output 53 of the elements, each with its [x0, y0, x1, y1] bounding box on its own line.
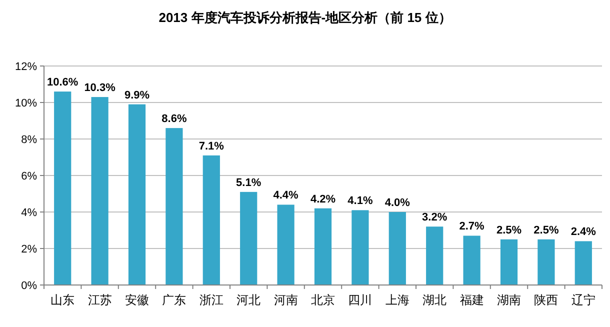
x-tick-label: 陕西: [534, 293, 558, 307]
x-tick-label: 广东: [162, 293, 186, 307]
x-tick-label: 湖北: [422, 293, 447, 307]
bar: [202, 155, 220, 285]
x-tick-label: 上海: [385, 293, 410, 307]
x-tick-label: 四川: [348, 293, 372, 307]
bar: [166, 128, 183, 285]
data-label: 7.1%: [198, 140, 224, 152]
y-tick-label: 2%: [21, 244, 38, 256]
data-label: 2.7%: [459, 220, 485, 233]
bar: [314, 208, 332, 285]
bar: [538, 239, 555, 285]
x-tick-label: 江苏: [88, 293, 112, 307]
data-label: 9.9%: [124, 89, 150, 102]
x-tick-label: 安徽: [125, 293, 149, 307]
x-tick-label: 河北: [236, 293, 261, 307]
x-tick-label: 湖南: [497, 293, 521, 307]
data-label: 4.1%: [348, 195, 373, 208]
chart-title: 2013 年度汽车投诉分析报告-地区分析（前 15 位）: [158, 10, 452, 25]
bar: [574, 241, 592, 285]
data-label: 2.4%: [570, 226, 596, 238]
bar: [128, 104, 146, 285]
bar: [388, 212, 406, 285]
bar: [426, 226, 444, 285]
y-tick-label: 4%: [21, 207, 38, 219]
data-label: 8.6%: [162, 113, 187, 126]
data-label: 4.4%: [273, 190, 299, 202]
bar: [352, 210, 369, 285]
data-label: 4.2%: [310, 193, 336, 206]
bar: [54, 92, 72, 285]
data-label: 3.2%: [422, 212, 448, 224]
y-tick-label: 0%: [21, 280, 38, 292]
bar: [277, 204, 294, 285]
y-tick-label: 6%: [21, 170, 38, 182]
data-label: 4.0%: [384, 197, 410, 209]
data-label: 2.5%: [496, 224, 522, 236]
x-tick-label: 山东: [50, 293, 75, 307]
bar: [500, 239, 518, 285]
bar: [91, 97, 108, 285]
x-tick-label: 河南: [274, 293, 298, 307]
x-tick-label: 北京: [311, 293, 335, 307]
bar: [463, 236, 480, 285]
y-tick-label: 8%: [21, 134, 38, 146]
data-label: 5.1%: [236, 176, 262, 189]
bar: [240, 192, 258, 285]
data-label: 2.5%: [534, 224, 559, 236]
x-tick-label: 福建: [460, 293, 484, 307]
data-label: 10.3%: [84, 82, 116, 94]
y-tick-label: 10%: [14, 98, 38, 110]
y-tick-label: 12%: [14, 61, 38, 73]
x-tick-label: 辽宁: [571, 293, 596, 307]
data-label: 10.6%: [47, 76, 78, 89]
x-tick-label: 浙江: [199, 293, 224, 307]
